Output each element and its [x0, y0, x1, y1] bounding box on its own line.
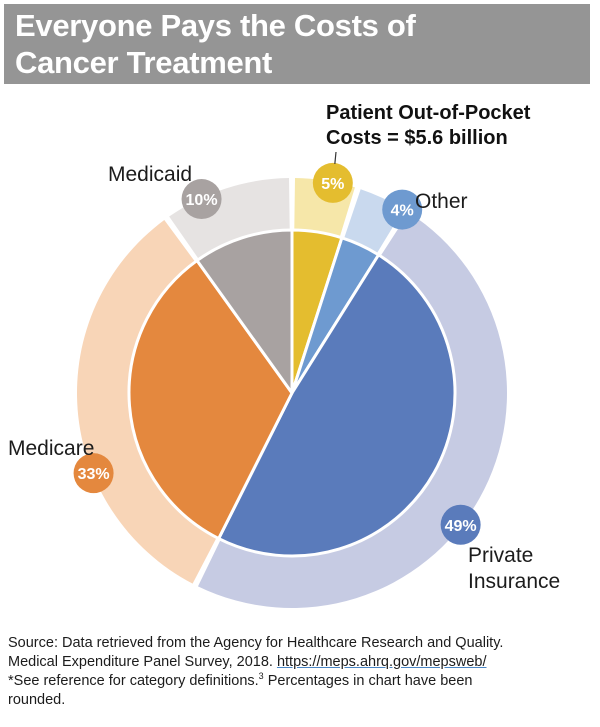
ring-private: [197, 212, 507, 608]
badge-label-private: 49%: [445, 518, 477, 535]
source-survey-text: Medical Expenditure Panel Survey, 2018.: [8, 654, 277, 670]
ring-medicare: [76, 220, 218, 584]
label-other: Other: [415, 190, 468, 213]
slice-medicaid: [195, 228, 294, 395]
callout-leader-line: [334, 151, 337, 164]
badge-label-medicaid: 10%: [186, 192, 218, 209]
badge-label-medicare: 33%: [78, 466, 110, 483]
title-banner: Everyone Pays the Costs of Cancer Treatm…: [4, 4, 590, 84]
callout-line-2: Costs = $5.6 billion: [326, 127, 508, 149]
chart-title-line-2: Cancer Treatment: [15, 45, 273, 80]
source-line-3: *See reference for category definitions.…: [8, 672, 594, 691]
label-medicare: Medicare: [8, 437, 95, 460]
footnote-ref: 3: [258, 671, 264, 682]
rounding-note: Percentages in chart have been: [263, 673, 473, 689]
badge-private: [440, 504, 481, 545]
badge-label-other: 4%: [391, 203, 414, 220]
source-line-1: Source: Data retrieved from the Agency f…: [8, 635, 504, 651]
chart-title-line-1: Everyone Pays the Costs of: [15, 8, 416, 43]
callout-line-1: Patient Out-of-Pocket: [326, 102, 531, 124]
label-private-line-2: Insurance: [468, 570, 561, 593]
source-link[interactable]: https://meps.ahrq.gov/mepsweb/: [276, 654, 487, 670]
badge-patient: [312, 162, 353, 203]
badge-medicare: [73, 453, 114, 494]
label-private-line-1: Private: [468, 544, 534, 567]
source-line-2: Medical Expenditure Panel Survey, 2018. …: [8, 653, 594, 672]
source-note: Source: Data retrieved from the Agency f…: [8, 634, 594, 710]
label-medicaid: Medicaid: [108, 163, 193, 186]
badge-other: [382, 189, 423, 230]
ring-medicaid: [169, 178, 290, 261]
badge-label-patient: 5%: [321, 176, 344, 193]
badge-medicaid: [181, 179, 222, 220]
footnote-text: *See reference for category definitions.: [8, 673, 259, 689]
slice-medicare: [127, 259, 294, 541]
slice-private: [217, 253, 457, 558]
source-line-4: rounded.: [8, 692, 66, 708]
